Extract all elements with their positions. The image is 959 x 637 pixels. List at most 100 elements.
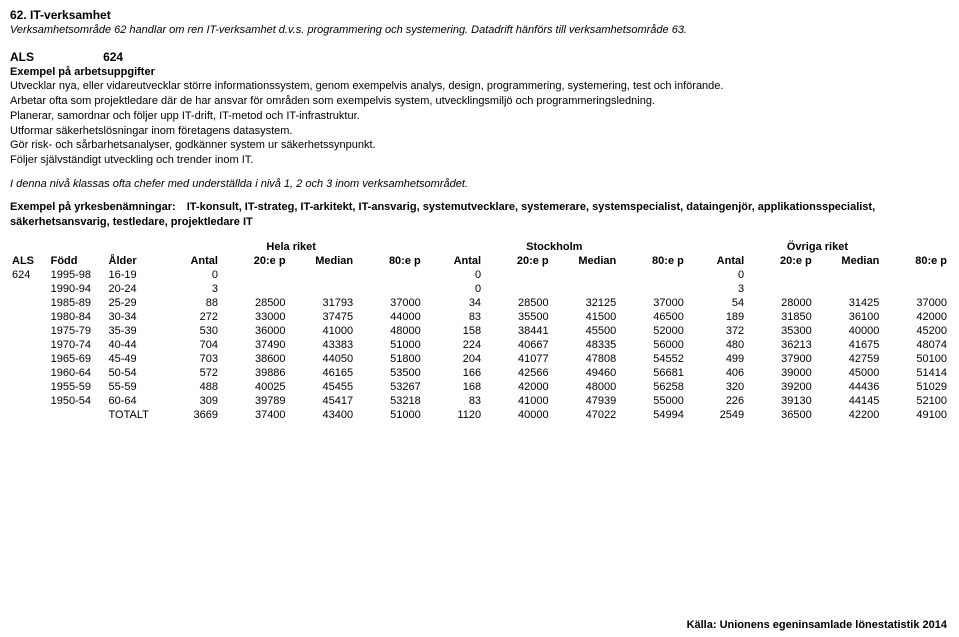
desc-line: Följer självständigt utveckling och tren…: [10, 153, 949, 168]
table-cell: 54994: [618, 408, 686, 422]
table-cell: 83: [423, 394, 483, 408]
col-median: Median: [814, 254, 882, 268]
als-code-row: ALS 624: [10, 50, 949, 64]
table-cell: 1975-79: [49, 324, 107, 338]
table-cell: 28500: [483, 296, 551, 310]
table-row: 1970-7440-447043749043383510002244066748…: [10, 338, 949, 352]
table-cell: 54552: [618, 352, 686, 366]
table-cell: [483, 282, 551, 296]
table-row: 1955-5955-594884002545455532671684200048…: [10, 380, 949, 394]
table-cell: 2549: [686, 408, 746, 422]
table-cell: 20-24: [107, 282, 160, 296]
table-cell: 51414: [881, 366, 949, 380]
table-cell: [10, 352, 49, 366]
table-cell: 37000: [618, 296, 686, 310]
table-cell: 43400: [288, 408, 356, 422]
table-cell: [814, 282, 882, 296]
table-cell: 32125: [551, 296, 619, 310]
table-cell: 1990-94: [49, 282, 107, 296]
table-cell: 41675: [814, 338, 882, 352]
table-cell: 43383: [288, 338, 356, 352]
table-cell: 168: [423, 380, 483, 394]
desc-line: Utformar säkerhetslösningar inom företag…: [10, 124, 949, 139]
table-cell: 39886: [220, 366, 288, 380]
col-als: ALS: [10, 254, 49, 268]
table-cell: [551, 282, 619, 296]
table-cell: 48074: [881, 338, 949, 352]
table-cell: 1965-69: [49, 352, 107, 366]
column-header-row: ALS Född Ålder Antal 20:e p Median 80:e …: [10, 254, 949, 268]
table-cell: 320: [686, 380, 746, 394]
table-cell: 49460: [551, 366, 619, 380]
table-row: 1965-6945-497033860044050518002044107747…: [10, 352, 949, 366]
table-cell: 41000: [288, 324, 356, 338]
table-cell: 45455: [288, 380, 356, 394]
col-antal: Antal: [423, 254, 483, 268]
table-cell: 51800: [355, 352, 423, 366]
table-row: 1985-8925-298828500317933700034285003212…: [10, 296, 949, 310]
table-cell: [881, 268, 949, 282]
table-cell: 60-64: [107, 394, 160, 408]
table-cell: 42566: [483, 366, 551, 380]
table-cell: 703: [160, 352, 220, 366]
col-antal: Antal: [686, 254, 746, 268]
table-cell: 39130: [746, 394, 814, 408]
table-row: 6241995-9816-19000: [10, 268, 949, 282]
table-cell: 16-19: [107, 268, 160, 282]
table-cell: 42200: [814, 408, 882, 422]
table-cell: 35300: [746, 324, 814, 338]
table-cell: 48000: [551, 380, 619, 394]
table-cell: 44050: [288, 352, 356, 366]
table-cell: 51029: [881, 380, 949, 394]
table-cell: 44000: [355, 310, 423, 324]
source-footer: Källa: Unionens egeninsamlade lönestatis…: [687, 619, 947, 631]
table-cell: [551, 268, 619, 282]
als-label: ALS: [10, 50, 100, 64]
table-cell: 55-59: [107, 380, 160, 394]
table-cell: 42759: [814, 352, 882, 366]
table-row: 1990-9420-24303: [10, 282, 949, 296]
desc-line: Gör risk- och sårbarhetsanalyser, godkän…: [10, 138, 949, 153]
table-cell: 0: [423, 282, 483, 296]
table-cell: 1980-84: [49, 310, 107, 324]
table-cell: 41500: [551, 310, 619, 324]
table-cell: 36100: [814, 310, 882, 324]
table-cell: 1120: [423, 408, 483, 422]
table-cell: [220, 282, 288, 296]
region-hela-riket: Hela riket: [160, 240, 423, 254]
salary-table: Hela riket Stockholm Övriga riket ALS Fö…: [10, 240, 949, 422]
table-cell: 37400: [220, 408, 288, 422]
table-cell: [10, 408, 49, 422]
table-cell: 45417: [288, 394, 356, 408]
table-cell: 204: [423, 352, 483, 366]
table-cell: 40-44: [107, 338, 160, 352]
table-cell: 40000: [814, 324, 882, 338]
table-cell: 52100: [881, 394, 949, 408]
table-cell: 88: [160, 296, 220, 310]
table-cell: 40025: [220, 380, 288, 394]
table-cell: 158: [423, 324, 483, 338]
table-cell: 28500: [220, 296, 288, 310]
table-cell: 25-29: [107, 296, 160, 310]
table-cell: [746, 282, 814, 296]
table-cell: 50100: [881, 352, 949, 366]
table-cell: [618, 282, 686, 296]
table-cell: 55000: [618, 394, 686, 408]
table-cell: 39000: [746, 366, 814, 380]
table-cell: [618, 268, 686, 282]
table-cell: 33000: [220, 310, 288, 324]
table-cell: 37000: [355, 296, 423, 310]
table-cell: 41077: [483, 352, 551, 366]
table-cell: 53267: [355, 380, 423, 394]
region-header-row: Hela riket Stockholm Övriga riket: [10, 240, 949, 254]
table-cell: [288, 282, 356, 296]
table-cell: [10, 394, 49, 408]
col-median: Median: [288, 254, 356, 268]
col-p20: 20:e p: [220, 254, 288, 268]
table-cell: [10, 296, 49, 310]
table-cell: 530: [160, 324, 220, 338]
table-cell: 35500: [483, 310, 551, 324]
table-row: TOTALT3669374004340051000112040000470225…: [10, 408, 949, 422]
table-cell: 40667: [483, 338, 551, 352]
table-cell: 45-49: [107, 352, 160, 366]
